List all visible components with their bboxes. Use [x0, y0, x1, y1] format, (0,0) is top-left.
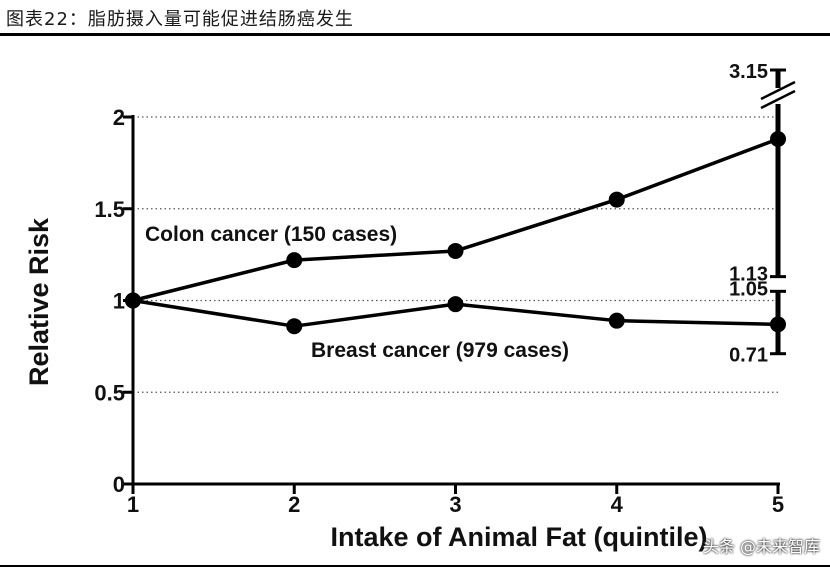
data-point [286, 252, 303, 269]
series-label-colon: Colon cancer (150 cases) [145, 223, 397, 246]
ci-label-breast-lower: 0.71 [729, 345, 768, 367]
x-tick-label: 3 [449, 492, 461, 517]
data-point [447, 242, 464, 259]
y-tick-label: 1 [113, 289, 125, 314]
x-tick-label: 1 [127, 492, 139, 517]
data-point [447, 296, 464, 313]
series-label-breast: Breast cancer (979 cases) [311, 339, 569, 362]
x-tick-label: 2 [288, 492, 300, 517]
x-tick-label: 5 [772, 492, 784, 517]
ci-label-colon-upper: 3.15 [729, 61, 768, 83]
data-point [770, 316, 786, 333]
axis-break-mark [760, 89, 796, 110]
figure-title: 图表22：脂肪摄入量可能促进结肠癌发生 [6, 9, 354, 30]
data-point [286, 318, 303, 335]
data-point [125, 292, 141, 309]
data-point [608, 191, 625, 208]
y-tick-label: 1.5 [94, 197, 125, 222]
series-line-0 [132, 137, 779, 303]
y-tick-label: 0 [113, 472, 125, 497]
x-tick-label: 4 [611, 492, 624, 517]
top-rule [0, 33, 830, 36]
bottom-rule [0, 565, 830, 567]
watermark: 头条 @未来智库 [702, 537, 820, 556]
ci-label-breast-upper: 1.05 [729, 278, 768, 300]
y-tick-label: 0.5 [94, 380, 125, 405]
x-axis-title: Intake of Animal Fat (quintile) [330, 522, 707, 552]
axis-break-mark [760, 80, 796, 101]
y-axis-title: Relative Risk [24, 217, 54, 386]
y-tick-label: 2 [113, 105, 125, 130]
ci-label-colon-lower: 1.13 [729, 264, 768, 286]
data-point [608, 312, 625, 329]
data-point [770, 131, 786, 148]
